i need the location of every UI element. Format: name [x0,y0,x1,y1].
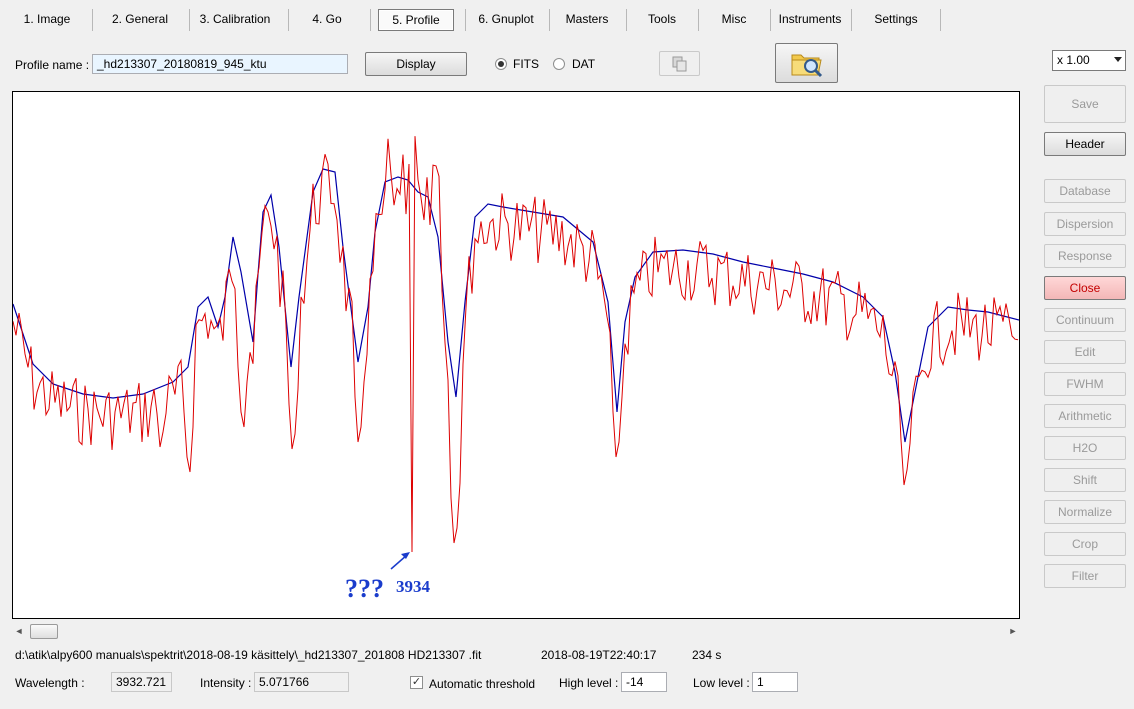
tab-separator [549,9,550,31]
tab-separator [370,9,371,31]
normalize-button[interactable]: Normalize [1044,500,1126,524]
tab-profile[interactable]: 5. Profile [378,9,454,31]
annotation-value: 3934 [396,577,431,596]
spectrum-profile-line [13,136,1019,553]
tab-misc[interactable]: Misc [721,12,747,26]
fwhm-button[interactable]: FWHM [1044,372,1126,396]
copy-button[interactable] [659,51,700,76]
shift-button[interactable]: Shift [1044,468,1126,492]
tab-settings[interactable]: Settings [874,12,918,26]
tab-separator [288,9,289,31]
open-file-button[interactable] [775,43,838,83]
wavelength-label: Wavelength : [15,676,85,690]
tab-separator [770,9,771,31]
close-button[interactable]: Close [1044,276,1126,300]
automatic-threshold-label: Automatic threshold [429,677,536,691]
dat-radio-label: DAT [572,57,596,71]
tab-instruments[interactable]: Instruments [778,12,842,26]
intensity-field: 5.071766 [254,672,349,692]
tab-gnuplot[interactable]: 6. Gnuplot [478,12,534,26]
chevron-down-icon [1114,57,1122,62]
intensity-label: Intensity : [200,676,252,690]
filter-button[interactable]: Filter [1044,564,1126,588]
datetime: 2018-08-19T22:40:17 [541,648,657,662]
tab-separator [465,9,466,31]
response-button[interactable]: Response [1044,244,1126,268]
database-button[interactable]: Database [1044,179,1126,203]
spectrum-plot[interactable]: ??? 3934 [12,91,1020,619]
tab-separator [698,9,699,31]
crop-button[interactable]: Crop [1044,532,1126,556]
folder-search-icon [791,54,823,78]
fits-radio[interactable] [495,58,507,70]
zoom-value: x 1.00 [1057,53,1090,67]
tab-go[interactable]: 4. Go [312,12,342,26]
arithmetic-button[interactable]: Arithmetic [1044,404,1126,428]
annotation-question: ??? [345,574,384,603]
tab-separator [940,9,941,31]
low-level-input[interactable]: 1 [752,672,798,692]
copy-icon [672,56,687,72]
automatic-threshold-checkbox[interactable]: ✓ [410,676,423,689]
display-button[interactable]: Display [365,52,467,76]
wavelength-field: 3932.721 [111,672,172,692]
file-path: d:\atik\alpy600 manuals\spektrit\2018-08… [15,648,482,662]
edit-button[interactable]: Edit [1044,340,1126,364]
tab-tools[interactable]: Tools [647,12,676,26]
continuum-button[interactable]: Continuum [1044,308,1126,332]
scroll-left-icon[interactable]: ◄ [14,626,24,636]
tab-calibration[interactable]: 3. Calibration [199,12,271,26]
scroll-right-icon[interactable]: ► [1008,626,1018,636]
fits-radio-label: FITS [513,57,539,71]
tab-image[interactable]: 1. Image [23,12,71,26]
tab-bar: 1. Image 2. General 3. Calibration 4. Go… [0,0,1134,34]
h2o-button[interactable]: H2O [1044,436,1126,460]
profile-name-label: Profile name : [15,58,90,72]
tab-separator [189,9,190,31]
dat-radio[interactable] [553,58,565,70]
tab-separator [92,9,93,31]
exposure-time: 234 s [692,648,722,662]
tab-separator [851,9,852,31]
low-level-label: Low level : [693,676,750,690]
reference-profile-line [13,168,1019,443]
spectrum-chart: ??? 3934 [13,136,1019,603]
annotation-arrow [390,552,410,570]
header-button[interactable]: Header [1044,132,1126,156]
tab-masters[interactable]: Masters [565,12,609,26]
tab-general[interactable]: 2. General [111,12,169,26]
scrollbar-thumb[interactable] [30,624,58,639]
high-level-label: High level : [559,676,619,690]
zoom-select[interactable]: x 1.00 [1052,50,1126,71]
dispersion-button[interactable]: Dispersion [1044,212,1126,236]
tab-separator [626,9,627,31]
high-level-input[interactable]: -14 [621,672,667,692]
profile-name-input[interactable]: _hd213307_20180819_945_ktu [92,54,348,74]
save-button[interactable]: Save [1044,85,1126,123]
horizontal-scrollbar[interactable]: ◄ ► [12,623,1020,640]
